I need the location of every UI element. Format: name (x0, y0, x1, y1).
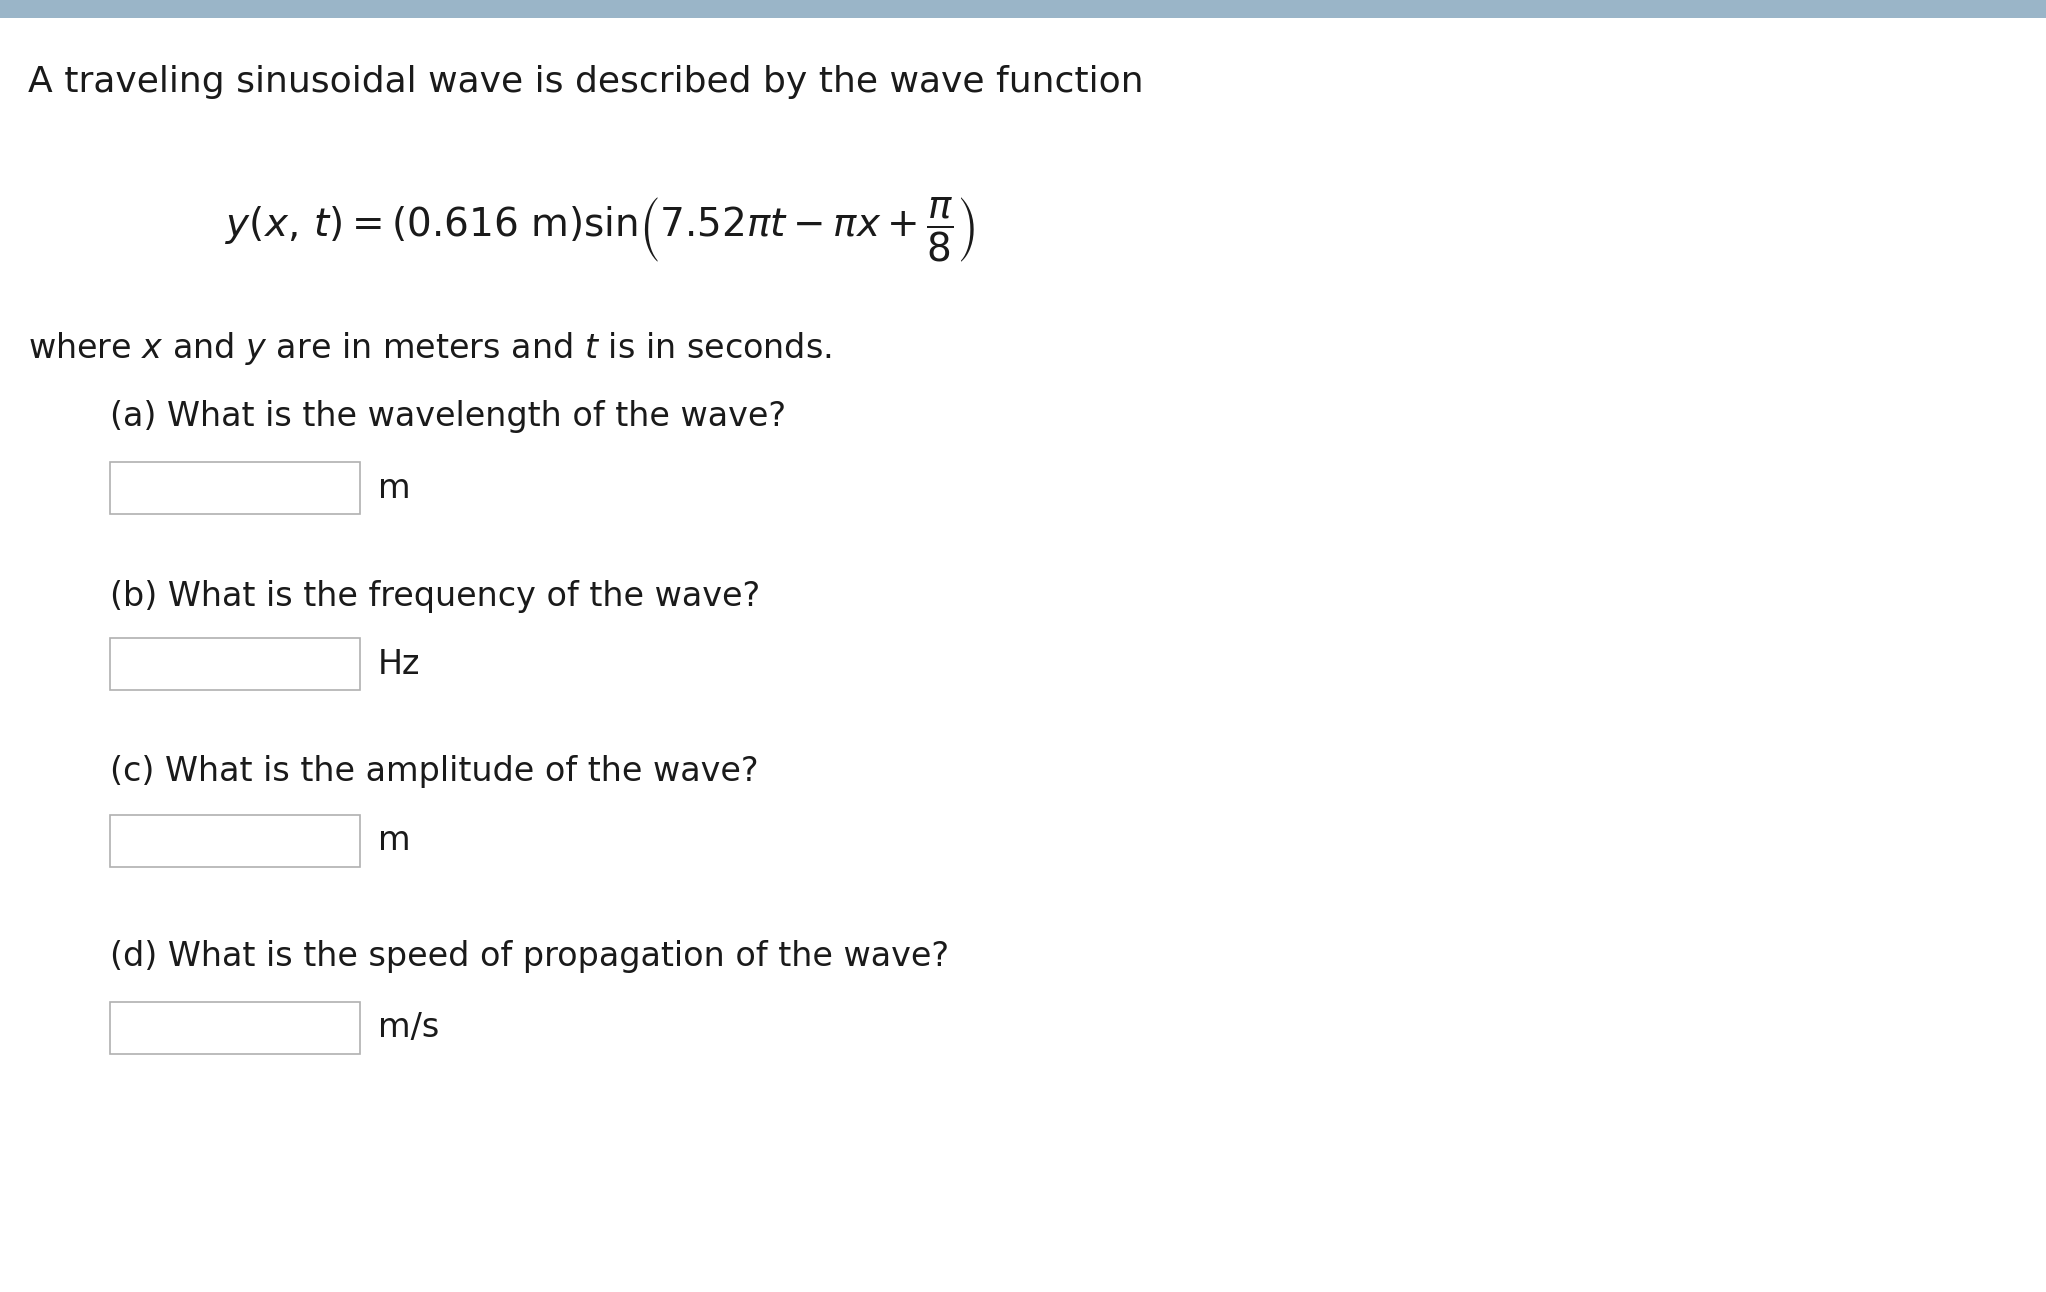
Text: (a) What is the wavelength of the wave?: (a) What is the wavelength of the wave? (110, 401, 786, 433)
Text: m: m (379, 472, 411, 504)
Bar (0, 0, 2046, 18)
Bar (110, 815, 360, 867)
Text: (c) What is the amplitude of the wave?: (c) What is the amplitude of the wave? (110, 755, 759, 788)
Text: (b) What is the frequency of the wave?: (b) What is the frequency of the wave? (110, 580, 761, 612)
Text: where $x$ and $y$ are in meters and $t$ is in seconds.: where $x$ and $y$ are in meters and $t$ … (29, 329, 831, 367)
Text: m: m (379, 824, 411, 858)
Bar (110, 1003, 360, 1054)
Text: A traveling sinusoidal wave is described by the wave function: A traveling sinusoidal wave is described… (29, 65, 1144, 99)
Text: Hz: Hz (379, 647, 419, 681)
Bar (110, 463, 360, 514)
Text: $y(x,\, t) = (0.616\ \mathrm{m})\sin\!\left(7.52\pi t - \pi x + \dfrac{\pi}{8}\r: $y(x,\, t) = (0.616\ \mathrm{m})\sin\!\l… (225, 195, 976, 264)
Text: m/s: m/s (379, 1012, 440, 1044)
Bar (110, 638, 360, 690)
Text: (d) What is the speed of propagation of the wave?: (d) What is the speed of propagation of … (110, 941, 949, 973)
